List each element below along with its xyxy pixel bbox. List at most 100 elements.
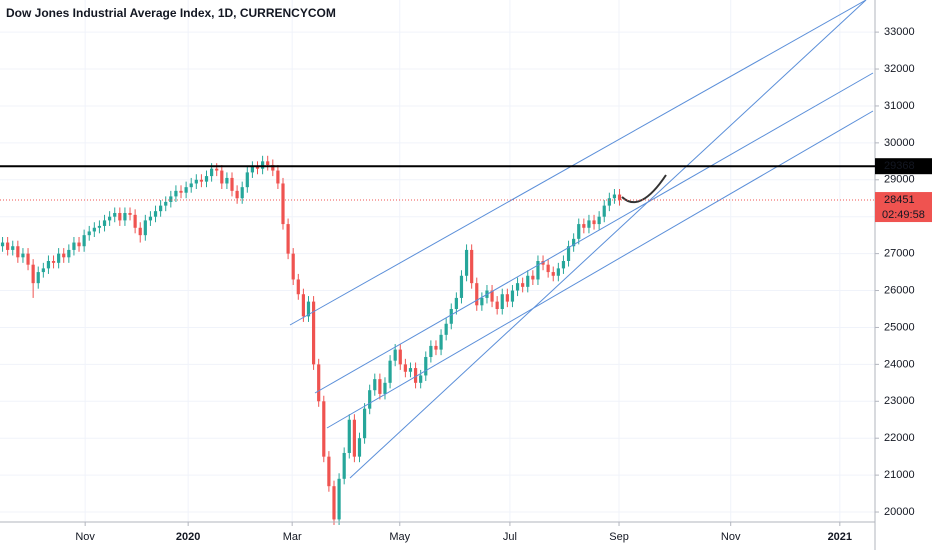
candle-body: [607, 198, 611, 206]
candle-body: [189, 183, 193, 188]
candle-body: [352, 419, 356, 457]
candle-body: [368, 390, 372, 409]
candle-body: [617, 194, 622, 201]
candle-body: [87, 231, 91, 236]
candle-body: [21, 253, 25, 258]
candle-body: [169, 196, 173, 202]
candle-body: [102, 220, 107, 226]
candle-body: [577, 224, 581, 239]
candle-body: [57, 253, 61, 263]
candle-body: [271, 165, 275, 171]
y-tick-label: 32000: [884, 63, 915, 75]
candle-body: [128, 213, 132, 215]
candle-body: [434, 345, 438, 350]
candle-body: [281, 183, 285, 225]
candle-body: [92, 227, 96, 232]
candle-body: [204, 176, 209, 182]
candle-body: [36, 272, 40, 284]
candle-body: [347, 419, 351, 453]
candle-body: [393, 349, 397, 361]
y-tick-label: 23000: [884, 395, 915, 407]
candle-body: [82, 235, 86, 247]
candle-body: [536, 261, 540, 280]
candle-body: [276, 170, 280, 184]
candle-body: [337, 478, 341, 520]
candle-body: [77, 242, 81, 247]
candle-body: [475, 283, 479, 306]
candle-body: [362, 408, 367, 439]
candle-body: [286, 224, 290, 254]
candle-body: [470, 249, 474, 284]
candle-body: [505, 294, 509, 302]
x-tick-label: Nov: [721, 531, 741, 543]
candle-body: [398, 349, 402, 365]
candle-body: [51, 261, 56, 263]
candle-body: [612, 194, 617, 199]
candle-body: [449, 308, 453, 324]
last-price-label-bg: [875, 192, 932, 223]
candle-body: [31, 264, 35, 284]
projection-curve: [621, 174, 667, 204]
candle-body: [301, 294, 305, 317]
candle-body: [480, 297, 484, 306]
candle-body: [0, 242, 5, 247]
candle-body: [306, 301, 311, 317]
candle-body: [490, 290, 494, 302]
candle-body: [261, 161, 265, 169]
candle-body: [587, 220, 591, 228]
candle-body: [439, 334, 443, 350]
countdown: 02:49:58: [882, 209, 925, 221]
candle-body: [541, 261, 545, 265]
candle-body: [388, 360, 392, 383]
candle-body: [210, 168, 214, 177]
last-price-label: 28451: [884, 194, 915, 206]
candle-body: [373, 379, 377, 391]
x-tick-label: Jul: [503, 531, 517, 543]
candle-body: [521, 283, 525, 287]
candle-body: [26, 253, 30, 265]
candle-body: [602, 205, 606, 217]
candle-body: [413, 368, 418, 383]
candle-body: [408, 368, 413, 372]
candle-body: [174, 190, 178, 197]
y-tick-label: 22000: [884, 432, 915, 444]
x-tick-label: Sep: [609, 531, 629, 543]
y-tick-label: 25000: [884, 321, 915, 333]
candle-body: [123, 213, 127, 221]
candle-body: [342, 452, 346, 479]
candle-body: [11, 246, 15, 250]
candle-body: [62, 253, 66, 258]
candle-body: [296, 279, 300, 295]
horizontal-line-label: 29368: [884, 160, 915, 172]
candle-body: [327, 456, 331, 487]
candle-body: [597, 216, 601, 225]
trend-line: [326, 110, 874, 429]
candle-body: [199, 179, 204, 182]
candle-body: [546, 264, 550, 273]
candle-body: [72, 242, 76, 250]
candle-body: [556, 268, 560, 276]
candle-body: [317, 364, 321, 402]
x-tick-label: Nov: [75, 531, 95, 543]
candle-body: [240, 187, 244, 199]
trend-line: [314, 72, 874, 394]
chart-title: Dow Jones Industrial Average Index, 1D, …: [6, 6, 336, 20]
candle-body: [143, 220, 147, 236]
candle-body: [245, 172, 249, 188]
candle-body: [378, 379, 382, 394]
candle-body: [235, 190, 239, 199]
candle-body: [429, 345, 433, 357]
candle-body: [572, 238, 576, 247]
candle-body: [194, 179, 198, 184]
candle-body: [153, 211, 158, 217]
x-tick-label: 2021: [828, 531, 852, 543]
candle-body: [108, 216, 112, 221]
candle-body: [250, 166, 255, 173]
candle-body: [184, 187, 188, 193]
candle-body: [46, 261, 51, 269]
candle-body: [311, 301, 316, 365]
candle-body: [357, 438, 362, 457]
candle-body: [138, 227, 142, 236]
candle-body: [118, 213, 122, 221]
trend-lines: [289, 0, 874, 479]
